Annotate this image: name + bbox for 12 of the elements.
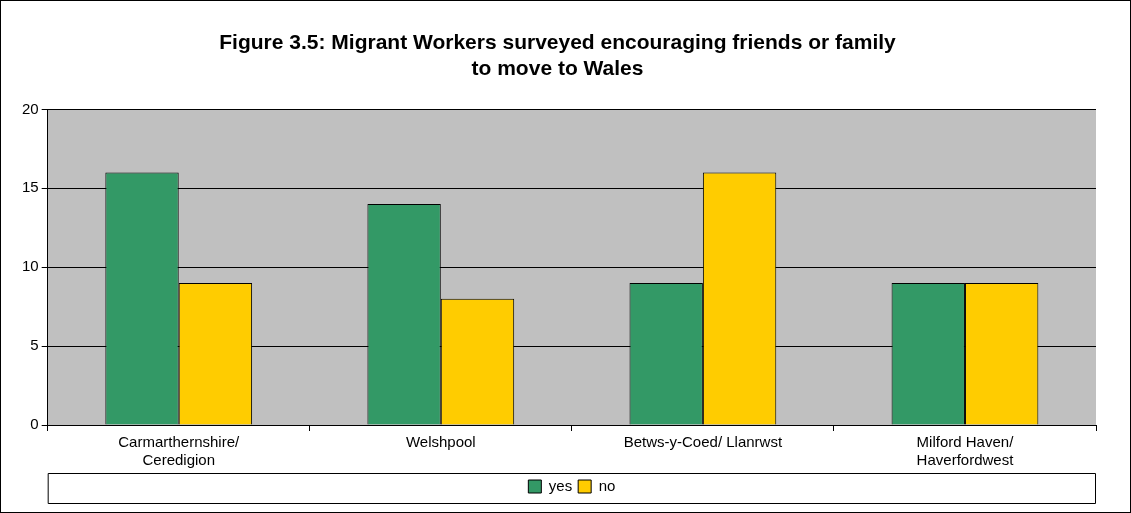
x-tick-label: Welshpool	[405, 433, 476, 451]
x-tick-label: Milford Haven/ Haverfordwest	[916, 433, 1015, 469]
y-tick-label: 10	[22, 257, 39, 275]
y-tick-label: 5	[30, 336, 39, 354]
legend-label: no	[598, 476, 616, 494]
y-tick-label: 0	[30, 415, 39, 433]
y-tick-label: 20	[22, 99, 39, 117]
y-tick-label: 15	[22, 178, 39, 196]
chart-title: Figure 3.5: Migrant Workers surveyed encouraging friends or family to move to Wales	[219, 30, 897, 79]
legend-label: yes	[548, 476, 573, 494]
x-tick-label: Betws-y-Coed/ Llanrwst	[623, 433, 783, 451]
x-tick-label: Carmarthernshire/ Ceredigion	[118, 433, 240, 469]
